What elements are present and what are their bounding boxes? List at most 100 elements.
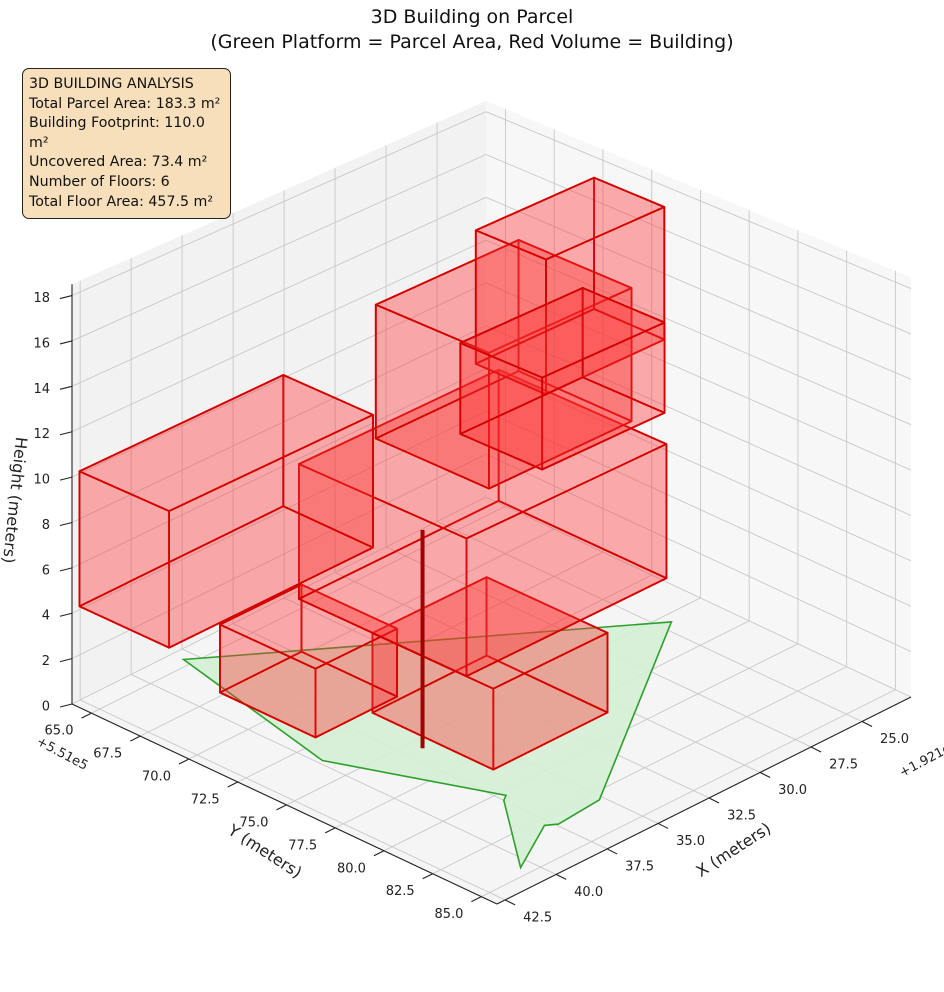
y-tick-label: 82.5 [386, 884, 415, 899]
grid-line-z-right [485, 196, 912, 380]
y-tick-label: 72.5 [191, 792, 220, 807]
building-face [371, 576, 609, 690]
y-tick [178, 758, 190, 765]
info-box: 3D BUILDING ANALYSIS Total Parcel Area: … [22, 68, 231, 220]
y-tick-label: 70.0 [142, 770, 171, 785]
x-tick-label: 40.0 [574, 885, 603, 900]
building-face [459, 376, 666, 471]
z-tick [59, 658, 73, 663]
z-tick-label: 4 [42, 609, 50, 624]
info-line-uncovered: Uncovered Area: 73.4 m² [29, 154, 208, 171]
grid-line-y-floor [481, 689, 896, 898]
building-face [78, 374, 374, 513]
right-wall-pane [486, 101, 911, 697]
y-tick-label: 67.5 [93, 747, 122, 762]
z-tick [59, 340, 73, 345]
x-tick [708, 797, 720, 804]
info-line-floors: Number of Floors: 6 [29, 173, 170, 190]
y-offset-label: +5.51e5 [34, 734, 91, 774]
grid-line-z-left [71, 282, 487, 478]
x-tick-label: 37.5 [625, 859, 654, 874]
grid-line-z-right [485, 453, 912, 653]
x-tick-label: 32.5 [727, 808, 756, 823]
z-tick-label: 12 [33, 427, 50, 442]
building-block [474, 176, 666, 396]
x-tick-label: 35.0 [676, 834, 705, 849]
grid-line-z-left [71, 154, 487, 342]
grid-line-x-floor [436, 521, 863, 722]
y-tick [227, 781, 238, 788]
grid-line-z-right [485, 496, 912, 698]
building-block [219, 583, 399, 739]
building-volume [78, 176, 668, 771]
y-tick-label: 75.0 [239, 815, 268, 830]
grid-line-z-right [485, 239, 912, 426]
x-tick-label: 25.0 [880, 732, 909, 747]
info-line-floor-area: Total Floor Area: 457.5 m² [29, 193, 214, 210]
building-face [374, 370, 633, 490]
grid-line-z-right [485, 111, 912, 290]
z-tick-label: 14 [33, 382, 50, 397]
chart-subtitle: (Green Platform = Parcel Area, Red Volum… [210, 31, 734, 53]
building-face [297, 368, 668, 540]
grid-line-z-left [71, 496, 487, 705]
z-tick-label: 0 [42, 700, 50, 715]
y-tick [471, 896, 482, 903]
parcel-polygon [181, 621, 673, 870]
x-tick [606, 848, 618, 855]
left-wall-pane [72, 101, 486, 704]
grid-line-y-floor [91, 505, 506, 714]
grid-line-z-left [71, 410, 487, 614]
building-face [219, 583, 399, 670]
z-tick-label: 6 [42, 563, 50, 578]
grid-line-z-left [71, 453, 487, 660]
z-tick [59, 703, 73, 708]
y-tick-label: 77.5 [288, 838, 317, 853]
z-tick [59, 476, 73, 481]
z-axis-label: Height (meters) [0, 436, 31, 564]
building-face [371, 654, 609, 771]
grid-line-z-left [71, 196, 487, 387]
y-tick [276, 804, 287, 811]
building-block [459, 286, 666, 471]
grid-line-z-right [485, 154, 912, 335]
z-tick-label: 18 [33, 291, 50, 306]
y-tick [324, 827, 336, 834]
y-tick-label: 65.0 [45, 724, 74, 739]
parcel-platform [181, 621, 673, 870]
grid-line-x-floor [130, 674, 557, 875]
x-tick [657, 822, 669, 829]
grid-line-z-left [71, 239, 487, 433]
y-tick [129, 735, 141, 742]
grid-line-z-right [485, 368, 912, 562]
building-face [474, 176, 666, 261]
x-tick [504, 899, 516, 906]
building-block [78, 374, 374, 649]
x-tick [861, 720, 873, 727]
z-tick [59, 567, 73, 572]
y-tick [373, 850, 385, 857]
z-tick [59, 385, 73, 390]
y-tick-label: 85.0 [434, 907, 463, 922]
x-tick-label: 27.5 [829, 757, 858, 772]
grid-line-y-floor [140, 528, 555, 737]
grid-lines [71, 109, 912, 901]
x-axis-label: X (meters) [693, 819, 775, 881]
z-tick [59, 612, 73, 617]
grid-line-z-left [71, 368, 487, 569]
chart-title: 3D Building on Parcel [370, 6, 574, 28]
info-line-parcel-area: Total Parcel Area: 183.3 m² [29, 95, 221, 112]
building-block [297, 368, 668, 678]
x-axis-line [496, 696, 912, 905]
grid-line-z-right [485, 325, 912, 516]
info-line-footprint: Building Footprint: 110.0 m² [29, 115, 205, 151]
grid-line-x-floor [79, 699, 506, 901]
z-tick [59, 295, 73, 300]
building-face [459, 286, 666, 379]
grid-line-z-right [485, 282, 912, 471]
grid-line-z-left [71, 111, 487, 296]
y-tick [422, 873, 433, 880]
grid-line-z-right [485, 410, 912, 607]
building-face [78, 505, 374, 649]
